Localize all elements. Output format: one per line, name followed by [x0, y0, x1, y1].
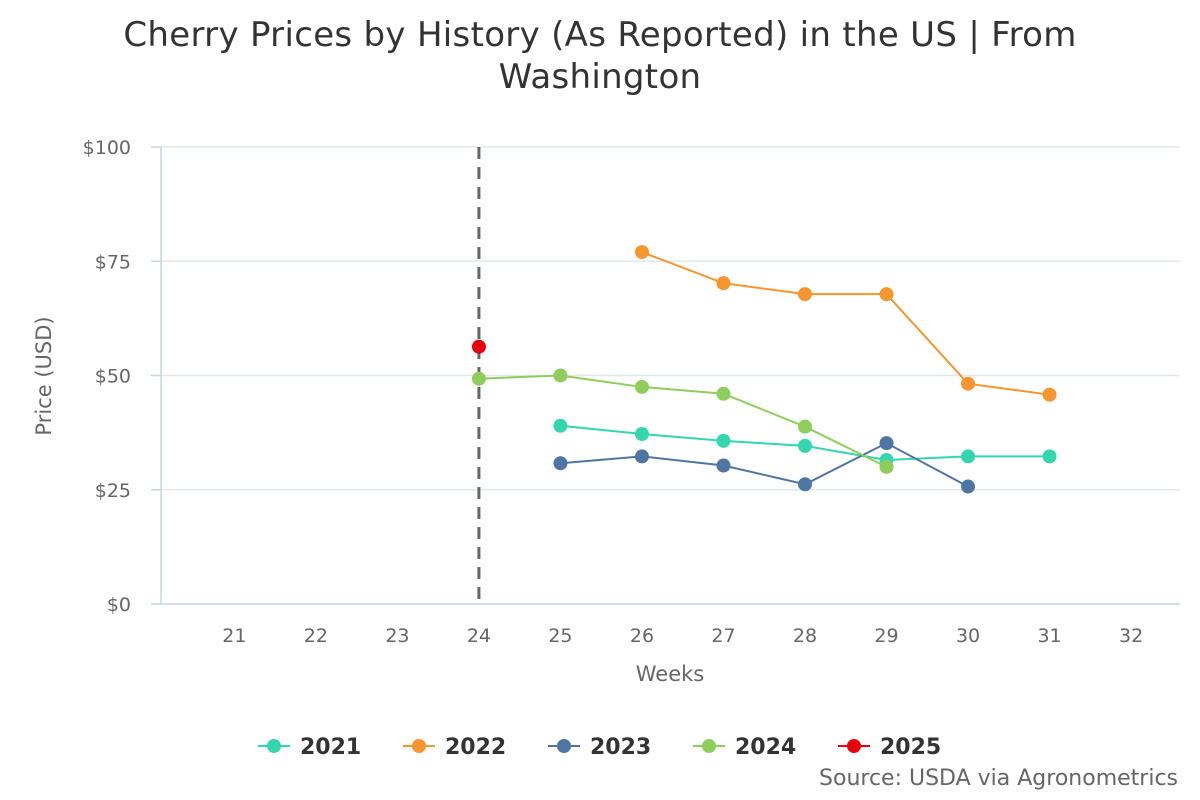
- data-point-2022[interactable]: [1042, 387, 1057, 402]
- y-tick-label: $25: [95, 480, 131, 502]
- data-point-2024[interactable]: [716, 386, 731, 401]
- legend-item-2022[interactable]: 2022: [403, 735, 506, 760]
- axis-layer: $0 $25 $50 $75 $100 21 22 23 24 25 26 27 28 29 30 31 32: [83, 137, 1180, 647]
- x-tick-label: 25: [548, 625, 572, 647]
- x-tick-label: 29: [874, 625, 898, 647]
- legend-marker: [557, 739, 571, 753]
- y-tick-label: $50: [95, 366, 131, 388]
- data-point-2024[interactable]: [471, 371, 486, 386]
- legend-marker: [267, 739, 281, 753]
- data-point-2022[interactable]: [716, 276, 731, 291]
- series-line-2023: [560, 442, 969, 488]
- data-point-2025[interactable]: [471, 339, 486, 354]
- y-axis-title: Price (USD): [32, 316, 56, 435]
- x-tick-label: 31: [1037, 625, 1061, 647]
- data-point-2023[interactable]: [798, 477, 813, 492]
- x-tick-label: 26: [630, 625, 654, 647]
- x-tick-label: 22: [304, 625, 328, 647]
- series-2022: [634, 245, 1057, 402]
- x-tick-label: 27: [711, 625, 735, 647]
- data-point-2023[interactable]: [879, 436, 894, 451]
- x-tick-label: 21: [222, 625, 246, 647]
- data-point-2024[interactable]: [634, 379, 649, 394]
- y-tick-label: $0: [107, 594, 131, 616]
- data-point-2022[interactable]: [879, 287, 894, 302]
- legend-item-2023[interactable]: 2023: [548, 735, 651, 760]
- series-2025: [471, 339, 486, 354]
- data-point-2021[interactable]: [553, 418, 568, 433]
- x-tick-label: 30: [956, 625, 980, 647]
- series-2021: [553, 418, 1057, 468]
- series-2024: [471, 368, 894, 474]
- legend-label: 2022: [445, 735, 506, 760]
- legend[interactable]: 2021 2022 2023 2024 2025: [258, 735, 941, 760]
- data-point-2022[interactable]: [634, 245, 649, 260]
- y-tick-label: $75: [95, 251, 131, 273]
- grid-layer: [161, 146, 1180, 491]
- data-point-2022[interactable]: [798, 287, 813, 302]
- data-point-2021[interactable]: [798, 438, 813, 453]
- series-line-2022: [641, 251, 1050, 396]
- data-point-2024[interactable]: [879, 459, 894, 474]
- legend-item-2024[interactable]: 2024: [693, 735, 796, 760]
- series-line-2024: [478, 374, 887, 468]
- legend-label: 2021: [300, 735, 361, 760]
- data-point-2023[interactable]: [553, 456, 568, 471]
- legend-item-2025[interactable]: 2025: [838, 735, 941, 760]
- data-point-2022[interactable]: [961, 376, 976, 391]
- data-point-2023[interactable]: [634, 449, 649, 464]
- x-axis-title: Weeks: [636, 662, 704, 686]
- series-layer: [471, 245, 1057, 494]
- data-point-2024[interactable]: [798, 419, 813, 434]
- legend-label: 2024: [735, 735, 796, 760]
- x-tick-label: 32: [1119, 625, 1143, 647]
- y-tick-label: $100: [83, 137, 131, 159]
- legend-item-2021[interactable]: 2021: [258, 735, 361, 760]
- legend-marker: [412, 739, 426, 753]
- legend-label: 2023: [590, 735, 651, 760]
- data-point-2023[interactable]: [716, 458, 731, 473]
- legend-marker: [847, 739, 861, 753]
- x-tick-label: 24: [467, 625, 491, 647]
- data-point-2021[interactable]: [716, 433, 731, 448]
- data-point-2024[interactable]: [553, 368, 568, 383]
- data-point-2021[interactable]: [634, 426, 649, 441]
- source-note: Source: USDA via Agronometrics: [819, 766, 1178, 791]
- series-2023: [553, 436, 976, 494]
- x-tick-label: 28: [793, 625, 817, 647]
- legend-label: 2025: [880, 735, 941, 760]
- chart-title: Cherry Prices by History (As Reported) i…: [123, 15, 1077, 97]
- x-tick-label: 23: [385, 625, 409, 647]
- data-point-2021[interactable]: [1042, 449, 1057, 464]
- data-point-2021[interactable]: [961, 449, 976, 464]
- data-point-2023[interactable]: [961, 479, 976, 494]
- legend-marker: [702, 739, 716, 753]
